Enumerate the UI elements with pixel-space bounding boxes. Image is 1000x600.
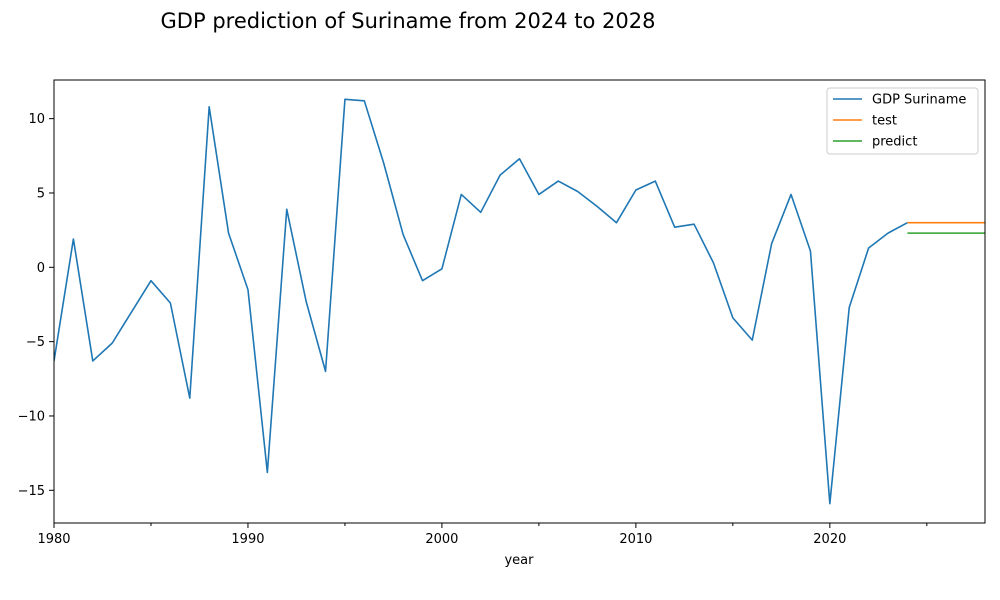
- legend: GDP Suriname test predict: [826, 87, 979, 155]
- chart-title: GDP prediction of Suriname from 2024 to …: [161, 9, 656, 33]
- x-tick-label-2020: 2020: [813, 532, 846, 547]
- plot-area: [53, 79, 986, 524]
- legend-items: GDP Suriname test predict: [833, 93, 966, 150]
- y-tick-label--5: −5: [26, 335, 45, 350]
- plot-frame: [53, 79, 986, 524]
- series-layer: [54, 98, 985, 505]
- series-line-gdp-suriname: [54, 98, 908, 505]
- legend-label-test: test: [872, 114, 897, 129]
- y-tick-label-10: 10: [28, 112, 45, 127]
- legend-label-predict: predict: [872, 135, 917, 150]
- y-tick-label-0: 0: [37, 261, 45, 276]
- x-tick-label-2010: 2010: [619, 532, 652, 547]
- y-tick-label--10: −10: [18, 409, 45, 424]
- y-tick-label--15: −15: [18, 484, 45, 499]
- y-axis: 10 5 0 −5 −10 −15: [18, 112, 54, 499]
- legend-label-gdp-suriname: GDP Suriname: [872, 93, 966, 108]
- x-tick-label-1980: 1980: [37, 532, 70, 547]
- legend-frame: [826, 87, 979, 155]
- x-tick-label-1990: 1990: [231, 532, 264, 547]
- x-axis: 1980 1990 2000 2010 2020: [37, 523, 928, 547]
- y-tick-label-5: 5: [37, 186, 45, 201]
- x-axis-label: year: [504, 553, 534, 568]
- x-tick-label-2000: 2000: [425, 532, 458, 547]
